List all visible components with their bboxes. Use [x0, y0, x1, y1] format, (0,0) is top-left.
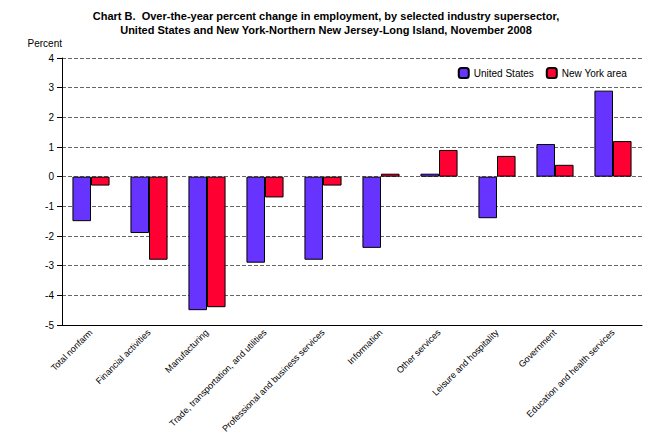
svg-text:1: 1 [48, 142, 54, 153]
svg-text:Other services: Other services [395, 327, 443, 375]
svg-text:Education and health services: Education and health services [525, 327, 617, 419]
svg-text:United States and New York-Nor: United States and New York-Northern New … [120, 24, 532, 36]
svg-text:Government: Government [517, 327, 559, 369]
svg-text:-5: -5 [45, 320, 54, 331]
svg-text:Information: Information [346, 327, 385, 366]
svg-text:0: 0 [48, 171, 54, 182]
svg-text:4: 4 [48, 53, 54, 64]
svg-text:-2: -2 [45, 231, 54, 242]
svg-text:-4: -4 [45, 290, 54, 301]
svg-text:Percent: Percent [28, 38, 63, 49]
svg-text:Chart B. Over-the-year percen: Chart B. Over-the-year percent change in… [93, 10, 559, 22]
svg-text:Professional and business serv: Professional and business services [220, 327, 327, 434]
svg-text:Trade, transportation, and uti: Trade, transportation, and utilities [167, 327, 268, 428]
svg-text:2: 2 [48, 112, 54, 123]
svg-text:Financial activities: Financial activities [94, 327, 153, 386]
svg-text:Leisure and hospitality: Leisure and hospitality [430, 327, 501, 398]
svg-text:-1: -1 [45, 201, 54, 212]
svg-text:-3: -3 [45, 260, 54, 271]
svg-text:New York area: New York area [562, 68, 627, 79]
svg-text:United States: United States [474, 68, 534, 79]
svg-text:Total nonfarm: Total nonfarm [49, 327, 95, 373]
svg-text:3: 3 [48, 82, 54, 93]
svg-text:Manufacturing: Manufacturing [163, 327, 210, 374]
